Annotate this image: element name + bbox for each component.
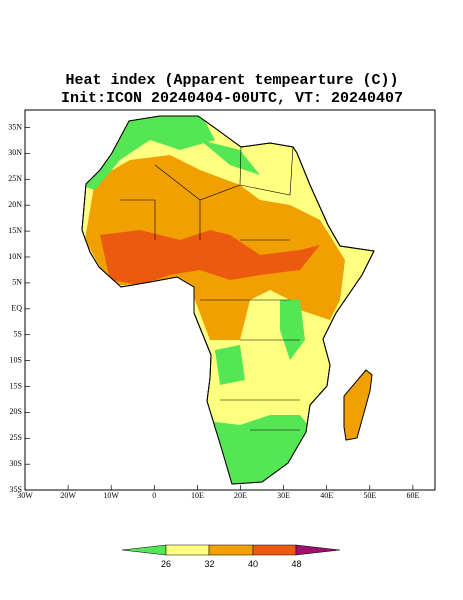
lat-tick-label: 20S — [10, 407, 22, 416]
lat-tick-label: 15S — [10, 381, 22, 390]
lon-tick-label: 30W — [17, 491, 33, 500]
borders — [120, 146, 300, 431]
madagascar — [343, 369, 373, 441]
lon-tick-label: 10E — [191, 491, 204, 500]
lat-tick-label: 25N — [8, 174, 22, 183]
lon-tick-label: 20W — [60, 491, 76, 500]
map-title: Heat index (Apparent tempearture (C)) — [65, 72, 398, 89]
colorbar-label: 26 — [161, 559, 171, 569]
colorbar-label: 32 — [204, 559, 214, 569]
colorbar-label: 48 — [291, 559, 301, 569]
africa-outline — [81, 115, 375, 485]
lat-tick-label: 15N — [8, 226, 22, 235]
lon-tick-label: 20E — [234, 491, 247, 500]
lat-tick-label: 10N — [8, 252, 22, 261]
lat-tick-label: 30N — [8, 148, 22, 157]
colorbar-swatch — [252, 544, 297, 556]
map-frame — [24, 109, 436, 491]
lon-tick-label: 40E — [320, 491, 333, 500]
lat-tick-label: 35S — [10, 485, 22, 494]
lat-tick-label: 20N — [8, 200, 22, 209]
colorbar — [121, 544, 341, 556]
lon-tick-label: 60E — [406, 491, 419, 500]
lon-tick-label: 0 — [152, 491, 156, 500]
colorbar-swatch — [121, 544, 167, 556]
lat-tick-label: 35N — [8, 122, 22, 131]
colorbar-label: 40 — [248, 559, 258, 569]
green-east — [280, 300, 305, 360]
heat-fields — [82, 116, 345, 484]
lat-tick-label: 10S — [10, 355, 22, 364]
colorbar-swatch — [295, 544, 341, 556]
map-subtitle: Init:ICON 20240404-00UTC, VT: 20240407 — [61, 90, 403, 107]
lat-tick-label: 5N — [12, 278, 22, 287]
colorbar-swatch — [208, 544, 254, 556]
lat-tick-label: EQ — [11, 304, 22, 313]
lon-tick-label: 50E — [363, 491, 376, 500]
red-zone — [100, 230, 320, 285]
lat-tick-label: 25S — [10, 433, 22, 442]
lat-tick-label: 5S — [14, 330, 22, 339]
lon-tick-label: 10W — [103, 491, 119, 500]
green-libya — [200, 140, 260, 175]
lat-tick-label: 30S — [10, 459, 22, 468]
green-south — [200, 415, 320, 484]
green-angola — [215, 345, 245, 385]
map-body — [81, 115, 375, 485]
colorbar-swatch — [165, 544, 210, 556]
lon-tick-label: 30E — [277, 491, 290, 500]
